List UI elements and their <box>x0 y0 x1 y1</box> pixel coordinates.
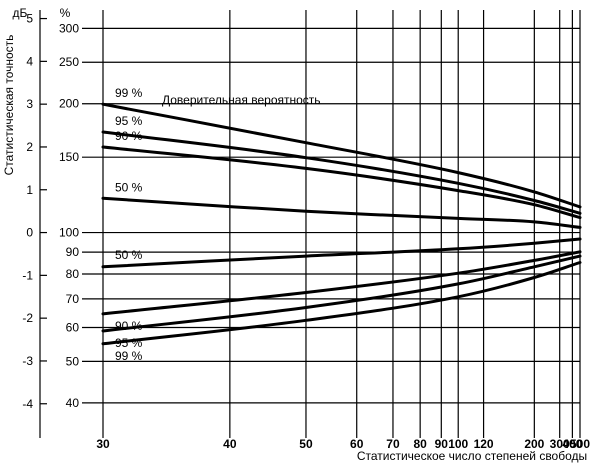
pct-tick-label: 50 <box>66 354 80 368</box>
pct-tick-label: 250 <box>59 55 79 69</box>
pct-tick-label: 80 <box>66 267 80 281</box>
pct-tick-label: 60 <box>66 321 80 335</box>
db-tick-label: 2 <box>26 140 33 154</box>
pct-tick-label: 100 <box>59 226 79 240</box>
y-axis-label: Статистическая точность <box>2 35 16 176</box>
db-tick-label: 4 <box>26 54 33 68</box>
series-line-5 <box>101 250 582 316</box>
pct-tick-label: 150 <box>59 150 79 164</box>
pct-tick-label: 200 <box>59 97 79 111</box>
series-labels: 99 %95 %90 %50 %50 %90 %95 %99 % <box>115 86 143 363</box>
pct-tick-label: 300 <box>59 21 79 35</box>
x-tick-label: 200 <box>524 437 544 451</box>
series-label-3: 50 % <box>115 180 143 194</box>
series-line-4 <box>101 237 582 269</box>
series-label-0: 99 % <box>115 86 143 100</box>
db-tick-label: -4 <box>22 397 33 411</box>
series-line-2 <box>101 145 582 220</box>
db-tick-label: 5 <box>26 12 33 26</box>
db-tick-label: 1 <box>26 183 33 197</box>
series-label-6: 95 % <box>115 336 143 350</box>
db-tick-label: 0 <box>26 226 33 240</box>
x-tick-label: 50 <box>299 437 313 451</box>
pct-tick-label: 90 <box>66 245 80 259</box>
series-line-7 <box>101 261 582 346</box>
x-tick-label: 80 <box>413 437 427 451</box>
x-tick-label: 100 <box>448 437 468 451</box>
db-tick-label: -2 <box>22 311 33 325</box>
x-tick-label: 90 <box>435 437 449 451</box>
x-tick-label: 300 <box>550 437 570 451</box>
series-line-3 <box>101 196 582 229</box>
percent-unit-label: % <box>60 6 71 20</box>
db-tick-label: -3 <box>22 354 33 368</box>
db-unit-label: дБ <box>13 6 28 20</box>
percent-axis: 300 250 200 150 100 90 80 70 60 50 40 <box>59 21 103 410</box>
x-tick-label: 30 <box>96 437 110 451</box>
grid <box>102 10 581 438</box>
series-line-0 <box>101 102 582 209</box>
db-tick-label: 3 <box>26 97 33 111</box>
series-label-4: 50 % <box>115 248 143 262</box>
series-label-1: 95 % <box>115 114 143 128</box>
series-label-2: 90 % <box>115 129 143 143</box>
pct-tick-label: 40 <box>66 396 80 410</box>
x-tick-label: 60 <box>350 437 364 451</box>
series-line-6 <box>101 254 582 333</box>
x-tick-label: 70 <box>386 437 400 451</box>
series-lines <box>101 102 582 346</box>
x-tick-label: 500 <box>570 437 590 451</box>
legend-title: Доверительная вероятность <box>162 93 321 107</box>
x-tick-label: 400 <box>562 437 582 451</box>
x-axis-label: Статистическое число степеней свободы <box>357 449 587 463</box>
db-axis: 5 4 3 2 1 0 -1 -2 -3 -4 <box>22 10 47 438</box>
series-label-7: 99 % <box>115 349 143 363</box>
db-tick-label: -1 <box>22 268 33 282</box>
series-line-1 <box>101 130 582 215</box>
series-label-5: 90 % <box>115 319 143 333</box>
x-tick-label: 120 <box>474 437 494 451</box>
x-tick-label: 40 <box>223 437 237 451</box>
pct-tick-label: 70 <box>66 292 80 306</box>
